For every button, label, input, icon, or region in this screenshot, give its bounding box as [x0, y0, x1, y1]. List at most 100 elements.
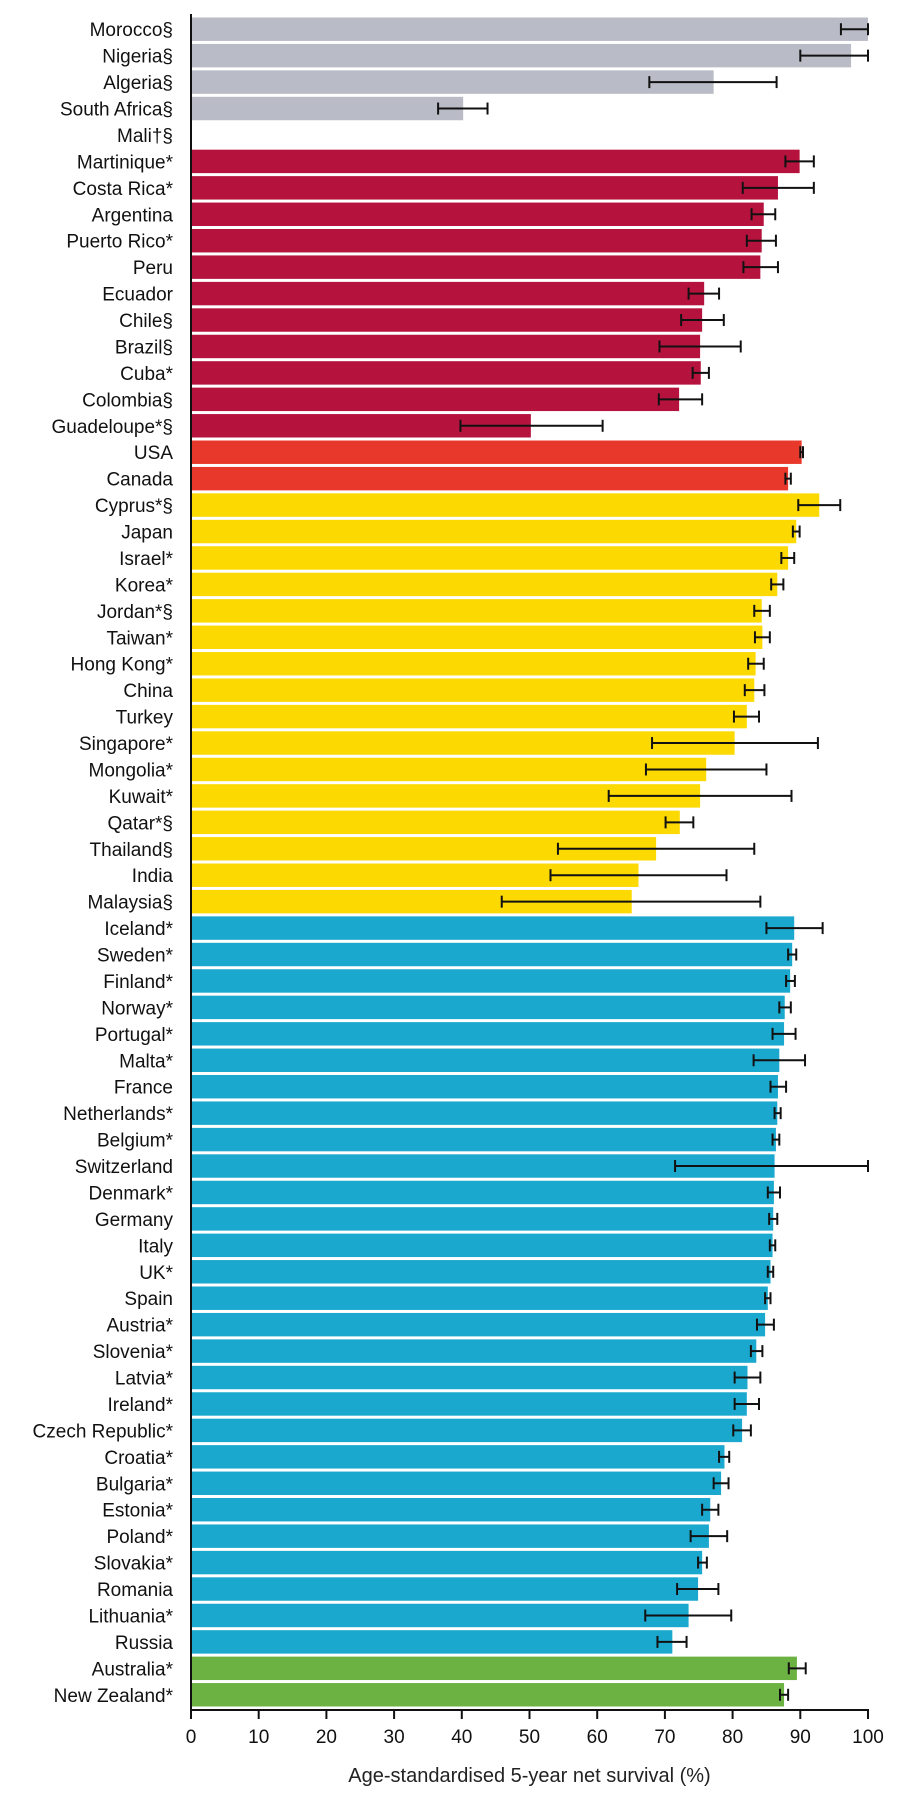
- bar: [191, 1524, 709, 1548]
- category-label: Malaysia§: [87, 893, 173, 914]
- bar: [191, 1471, 722, 1495]
- bar: [191, 652, 756, 676]
- x-tick-label: 100: [852, 1727, 884, 1748]
- x-tick-label: 40: [451, 1727, 472, 1748]
- bar: [191, 572, 778, 597]
- category-label: France: [114, 1078, 173, 1099]
- category-label: Algeria§: [103, 73, 173, 94]
- bar: [191, 1418, 743, 1443]
- category-label: Chile§: [119, 311, 173, 332]
- category-label: Spain: [124, 1289, 173, 1310]
- category-label: Switzerland: [75, 1157, 173, 1178]
- bar: [191, 43, 852, 68]
- bar: [191, 202, 764, 226]
- category-label: Cyprus*§: [95, 496, 173, 517]
- category-label: Australia*: [92, 1659, 174, 1680]
- category-label: Iceland*: [104, 919, 173, 940]
- bar: [191, 1233, 773, 1258]
- bar: [191, 837, 657, 861]
- category-label: Russia: [115, 1633, 174, 1654]
- bar: [191, 942, 793, 967]
- bar: [191, 493, 820, 517]
- bar: [191, 1101, 778, 1125]
- category-label: Malta*: [119, 1051, 173, 1072]
- category-label: Argentina: [92, 205, 174, 226]
- category-label: Nigeria§: [102, 47, 173, 68]
- category-label: Norway*: [101, 998, 173, 1019]
- bar: [191, 1180, 774, 1205]
- bar: [191, 810, 680, 835]
- category-label: Austria*: [106, 1316, 173, 1337]
- category-label: Colombia§: [82, 390, 173, 411]
- category-label: Sweden*: [97, 946, 174, 967]
- category-label: Kuwait*: [109, 787, 174, 808]
- bar: [191, 149, 800, 174]
- error-bars-layer: [437, 23, 869, 1701]
- x-tick-label: 60: [587, 1727, 608, 1748]
- x-tick-label: 0: [186, 1727, 197, 1748]
- category-label: USA: [134, 443, 173, 464]
- bar: [191, 414, 531, 438]
- bar: [191, 1392, 747, 1416]
- category-label: Costa Rica*: [73, 179, 174, 200]
- category-label: Italy: [138, 1236, 173, 1257]
- category-label: Japan: [121, 523, 173, 544]
- bar: [191, 1048, 780, 1072]
- x-tick-label: 20: [316, 1727, 337, 1748]
- bar: [191, 599, 762, 623]
- category-label: Netherlands*: [63, 1104, 173, 1125]
- category-label: Ireland*: [108, 1395, 174, 1416]
- category-label: Croatia*: [104, 1448, 173, 1469]
- category-label: China: [123, 681, 173, 702]
- category-label: Estonia*: [102, 1501, 173, 1522]
- bar: [191, 176, 778, 200]
- category-labels: Morocco§ Nigeria§ Algeria§ South Africa§ Mal…: [33, 20, 174, 1707]
- bar: [191, 1207, 774, 1231]
- category-label: Canada: [106, 470, 173, 491]
- category-label: Lithuania*: [88, 1606, 173, 1627]
- bar: [191, 969, 791, 993]
- x-tick-label: 50: [519, 1727, 540, 1748]
- x-axis-ticks: 0 10 20 30 40 50 60 70 80 90 100: [186, 1710, 884, 1748]
- bar: [191, 17, 868, 41]
- category-label: Bulgaria*: [96, 1474, 174, 1495]
- bar: [191, 1656, 797, 1681]
- bar: [191, 1339, 757, 1363]
- x-tick-label: 80: [722, 1727, 743, 1748]
- bar: [191, 361, 701, 385]
- category-label: New Zealand*: [54, 1686, 174, 1707]
- bar: [191, 731, 735, 755]
- category-label: UK*: [139, 1263, 173, 1284]
- category-label: Belgium*: [97, 1131, 174, 1152]
- category-label: Portugal*: [95, 1025, 174, 1046]
- bar: [191, 916, 795, 940]
- x-tick-label: 70: [654, 1727, 675, 1748]
- category-label: Cuba*: [120, 364, 173, 385]
- category-label: Finland*: [103, 972, 173, 993]
- category-label: Poland*: [106, 1527, 173, 1548]
- bar: [191, 889, 632, 914]
- category-label: Martinique*: [77, 152, 174, 173]
- category-label: Ecuador: [102, 285, 173, 306]
- category-label: Brazil§: [115, 337, 173, 358]
- category-label: Latvia*: [115, 1369, 174, 1390]
- bar: [191, 995, 785, 1020]
- category-label: Morocco§: [90, 20, 173, 41]
- bars-layer: [191, 17, 868, 1707]
- bar: [191, 1498, 711, 1522]
- category-label: Qatar*§: [108, 813, 173, 834]
- bar: [191, 546, 789, 570]
- bar: [191, 625, 763, 649]
- category-label: Guadeloupe*§: [52, 417, 174, 438]
- category-label: Singapore*: [79, 734, 174, 755]
- category-label: Taiwan*: [106, 628, 173, 649]
- bar: [191, 1630, 673, 1654]
- category-label: Israel*: [119, 549, 173, 570]
- category-label: Puerto Rico*: [66, 232, 173, 253]
- bar: [191, 281, 705, 306]
- category-label: Romania: [97, 1580, 173, 1601]
- x-tick-label: 30: [384, 1727, 405, 1748]
- bar: [191, 96, 464, 121]
- bar: [191, 1577, 699, 1601]
